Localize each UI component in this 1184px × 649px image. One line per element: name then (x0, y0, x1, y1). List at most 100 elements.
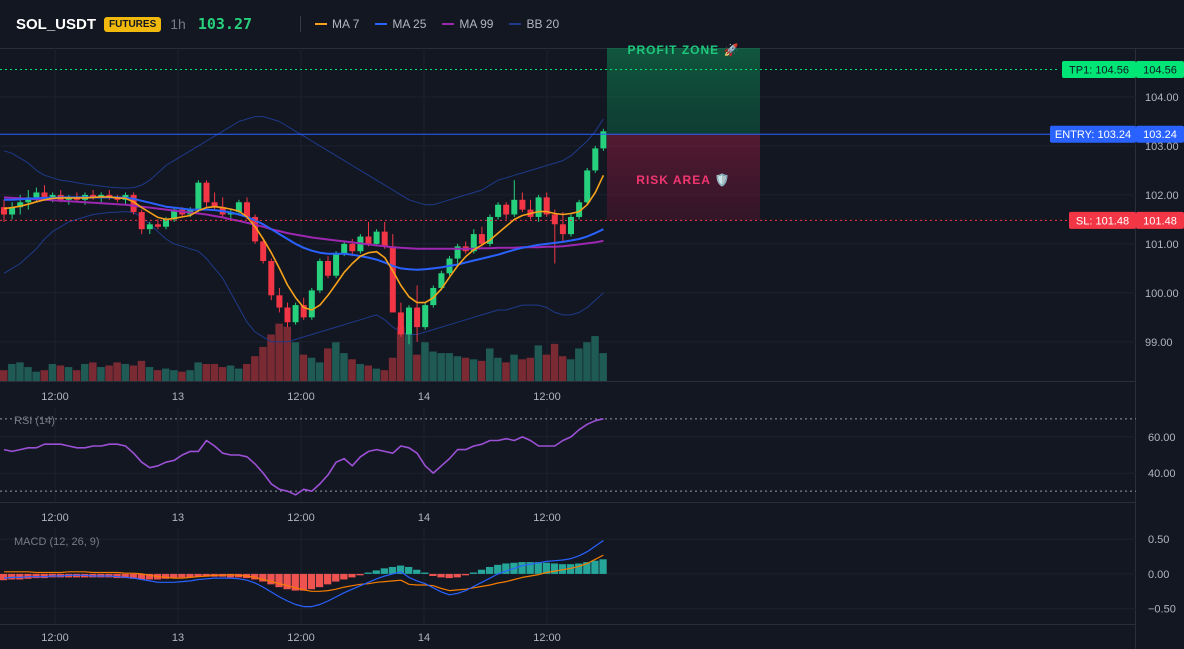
volume-bar (494, 357, 502, 381)
risk-zone[interactable] (607, 134, 760, 221)
volume-bar (218, 367, 227, 381)
legend-item-ma25[interactable]: MA 25 (375, 17, 426, 31)
candle[interactable] (381, 221, 388, 249)
candle[interactable] (462, 241, 469, 254)
macd-histogram-bar (40, 573, 48, 579)
candle[interactable] (195, 180, 202, 213)
indicator-legend: MA 7 MA 25 MA 99 BB 20 (315, 17, 575, 31)
profit-zone[interactable] (607, 48, 760, 135)
candle[interactable] (592, 145, 599, 173)
candle[interactable] (454, 243, 461, 264)
candle[interactable] (260, 238, 267, 264)
candle[interactable] (568, 214, 574, 237)
candle[interactable] (365, 221, 372, 247)
candle[interactable] (25, 190, 32, 210)
candle[interactable] (397, 302, 404, 337)
volume-bar (437, 353, 445, 381)
time-axis-label: 12:00 (41, 512, 69, 524)
volume-bar (567, 359, 575, 381)
candle-body (17, 202, 24, 208)
candle[interactable] (478, 226, 485, 247)
candle[interactable] (373, 229, 380, 247)
candle-body (511, 199, 518, 215)
price-pane[interactable]: PROFIT ZONE 🚀 RISK AREA 🛡️ TP1: 104.56 ENTR… (0, 43, 1184, 624)
legend-item-ma7[interactable]: MA 7 (315, 17, 359, 31)
candle-body (252, 216, 259, 242)
macd-histogram-bar (494, 564, 502, 574)
entry-level-tag[interactable]: ENTRY: 103.24 (1050, 125, 1136, 143)
macd-axis-label: 0.00 (1148, 569, 1169, 581)
candle[interactable] (422, 302, 429, 330)
candle[interactable] (527, 199, 534, 220)
volume-bar (388, 357, 397, 381)
candle[interactable] (414, 285, 421, 342)
candle-body (349, 243, 356, 252)
candle[interactable] (9, 202, 16, 220)
candle[interactable] (130, 192, 137, 215)
candle[interactable] (487, 214, 493, 247)
candle[interactable] (511, 180, 518, 217)
candle[interactable] (1, 199, 7, 222)
candle[interactable] (316, 258, 323, 293)
candle[interactable] (65, 194, 72, 205)
candle[interactable] (146, 221, 153, 235)
rsi-pane[interactable]: 60.00 40.00 RSI (14) 12:00 13 12:00 14 12:00 (0, 415, 1176, 524)
tp-level-tag-bg (1062, 61, 1136, 79)
candle[interactable] (276, 287, 283, 313)
candle[interactable] (268, 258, 275, 301)
candle[interactable] (308, 287, 315, 320)
risk-zone-label: RISK AREA 🛡️ (636, 173, 730, 187)
candle[interactable] (600, 128, 607, 151)
legend-item-bb20[interactable]: BB 20 (509, 17, 559, 31)
candle[interactable] (438, 270, 445, 291)
volume-bar (170, 370, 178, 381)
volume-bar (453, 356, 462, 381)
tp-level-tag[interactable]: TP1: 104.56 (1062, 61, 1136, 79)
candle-body (49, 194, 56, 198)
candle[interactable] (576, 199, 583, 220)
sl-axis-tag[interactable]: 101.48 (1136, 211, 1184, 229)
candle-body (551, 214, 558, 225)
timeframe-label[interactable]: 1h (170, 16, 186, 32)
tp-axis-tag[interactable]: 104.56 (1136, 61, 1184, 79)
candle[interactable] (559, 212, 566, 242)
candle[interactable] (300, 297, 307, 320)
candle-body (600, 131, 607, 149)
legend-item-ma99[interactable]: MA 99 (442, 17, 493, 31)
time-axis-label: 12:00 (533, 632, 561, 644)
entry-axis-tag[interactable]: 103.24 (1136, 125, 1184, 143)
candle[interactable] (284, 302, 291, 328)
candle[interactable] (406, 305, 412, 345)
volume-bar (340, 353, 348, 381)
candle[interactable] (543, 192, 550, 217)
macd-histogram-bar (291, 573, 299, 591)
candle[interactable] (551, 209, 558, 264)
candle[interactable] (333, 251, 340, 279)
macd-histogram-bar (429, 573, 437, 576)
candle[interactable] (584, 167, 591, 205)
candle[interactable] (203, 180, 210, 208)
candle-body (576, 202, 583, 217)
volume-bar (486, 348, 494, 381)
candle[interactable] (292, 302, 299, 325)
candle[interactable] (535, 194, 542, 222)
candle[interactable] (154, 219, 161, 230)
candle[interactable] (495, 202, 502, 220)
candle[interactable] (503, 202, 510, 220)
volume-bar (405, 334, 413, 381)
symbol-name[interactable]: SOL_USDT (16, 15, 97, 33)
candle[interactable] (519, 192, 526, 213)
macd-pane[interactable]: 0.50 0.00 −0.50 MACD (12, 26, 9) 12:00 13 12:0… (0, 534, 1176, 644)
volume-bar (40, 370, 48, 381)
time-axis-label: 12:00 (41, 391, 69, 403)
candle-body (325, 261, 331, 276)
volume-bar (210, 363, 219, 381)
sl-level-tag[interactable]: SL: 101.48 (1069, 211, 1136, 229)
candle-body (130, 194, 137, 213)
candle-body (211, 202, 218, 208)
candle[interactable] (244, 197, 250, 220)
price-axis-label: 104.00 (1145, 92, 1179, 104)
candle[interactable] (138, 209, 145, 235)
candle[interactable] (325, 256, 331, 279)
